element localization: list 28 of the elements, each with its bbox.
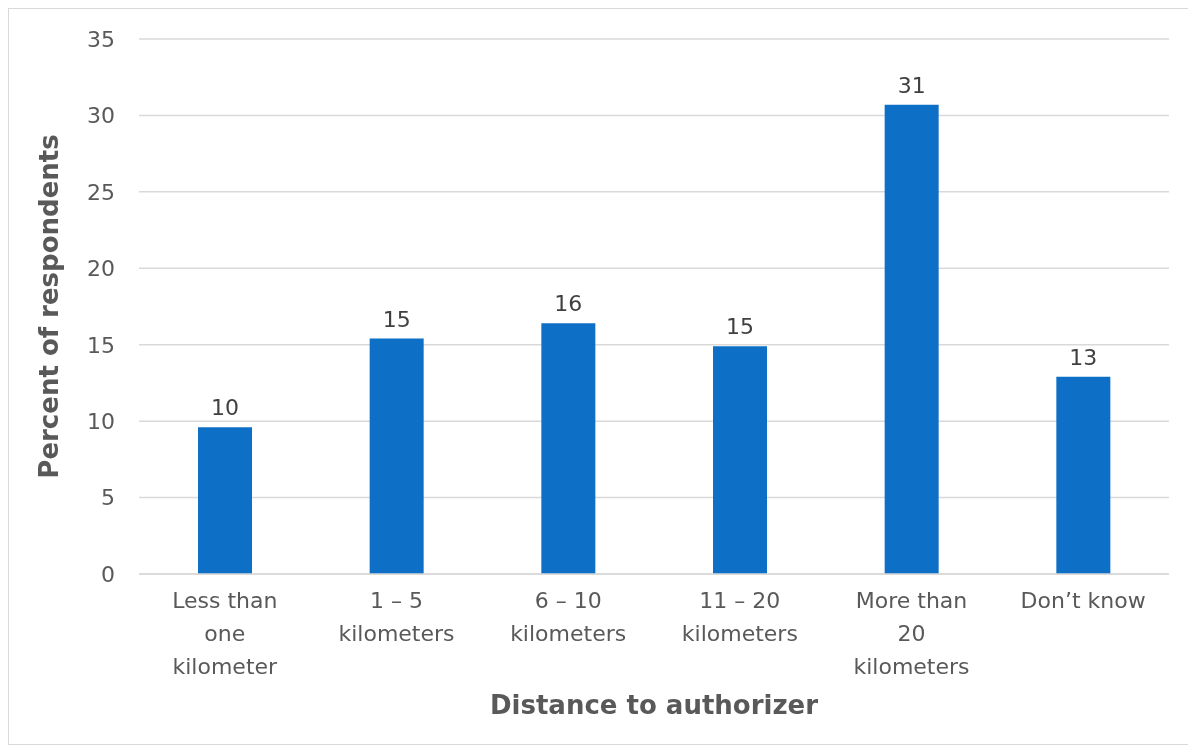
data-label: 13 (1069, 344, 1098, 370)
x-axis-title: Distance to authorizer (489, 690, 819, 720)
y-axis-title: Percent of respondents (34, 134, 65, 479)
bar (713, 346, 767, 574)
bar (541, 323, 596, 574)
y-tick-label: 5 (101, 485, 115, 511)
bar (884, 104, 939, 574)
y-tick-label: 0 (101, 561, 115, 587)
y-tick-label: 10 (87, 408, 115, 434)
x-tick-label: 6 – 10 kilometers (510, 588, 627, 646)
x-tick-label: 11 – 20 kilometers (681, 588, 798, 646)
bar (198, 427, 252, 574)
y-tick-label: 15 (87, 332, 115, 358)
x-tick-label: More than 20 kilometers (853, 588, 970, 679)
data-label: 10 (211, 395, 239, 421)
y-tick-label: 20 (87, 256, 115, 282)
x-tick-label: Less than one kilometer (172, 588, 279, 679)
y-tick-label: 30 (87, 103, 115, 129)
y-tick-label: 25 (87, 179, 115, 205)
data-label: 31 (897, 72, 926, 98)
x-tick-label: Don’t know (1020, 588, 1146, 613)
y-tick-label: 35 (87, 26, 115, 52)
data-label: 15 (726, 314, 754, 340)
x-tick-label: 1 – 5 kilometers (338, 588, 455, 646)
bar (369, 338, 424, 574)
bar (1056, 376, 1111, 574)
data-label: 16 (554, 291, 583, 317)
data-label: 15 (382, 306, 411, 332)
